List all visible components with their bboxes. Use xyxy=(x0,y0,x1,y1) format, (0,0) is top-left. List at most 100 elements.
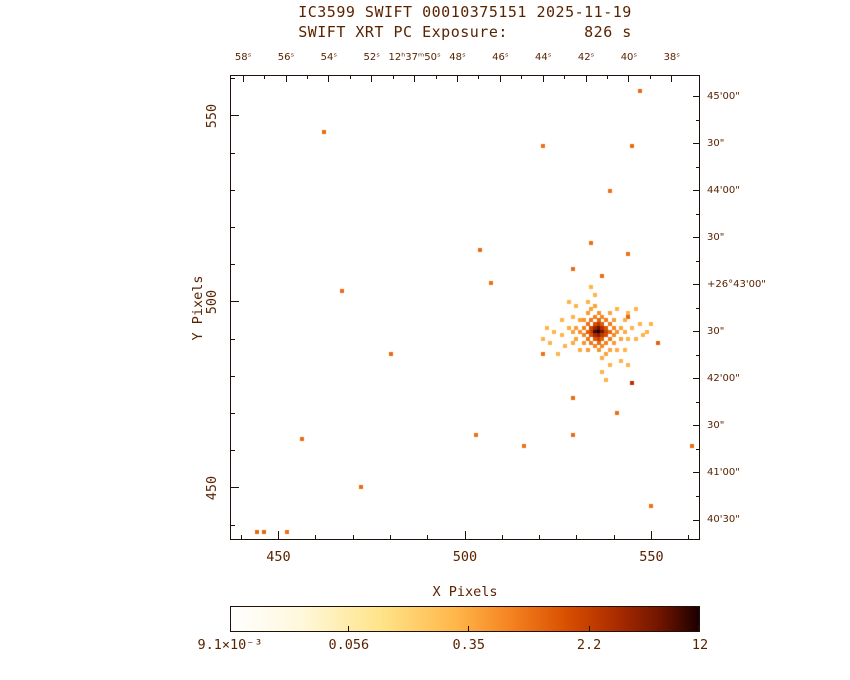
ra-axis-tick xyxy=(456,76,458,82)
plot-frame xyxy=(230,75,700,540)
dec-axis-minor-tick xyxy=(696,401,699,403)
y-axis-tick xyxy=(231,115,239,117)
y-axis-tick xyxy=(231,450,235,452)
ra-axis-tick xyxy=(499,76,501,82)
ra-axis-tick xyxy=(628,76,630,82)
dec-axis-tick xyxy=(693,331,699,333)
y-axis-tick xyxy=(231,413,235,415)
ra-tick-label: 46ˢ xyxy=(492,52,509,63)
dec-tick-label: 44'00" xyxy=(707,184,740,196)
y-tick-label: 550 xyxy=(204,103,220,129)
ra-axis-minor-tick xyxy=(521,76,523,79)
dec-axis-tick xyxy=(693,190,699,192)
x-axis-tick xyxy=(315,535,317,539)
dec-axis-tick xyxy=(693,143,699,145)
ra-axis-minor-tick xyxy=(349,76,351,79)
x-axis-tick xyxy=(352,535,354,539)
dec-axis-tick xyxy=(693,237,699,239)
colorbar-tick-label: 12 xyxy=(691,637,709,653)
y-axis-tick xyxy=(231,189,235,191)
dec-tick-label: 40'30" xyxy=(707,514,740,525)
dec-tick-label: 30" xyxy=(707,419,725,431)
dec-axis-minor-tick xyxy=(696,448,699,450)
ra-axis-tick xyxy=(371,76,373,82)
colorbar-tick xyxy=(697,626,699,631)
xrt-image-canvas xyxy=(231,76,699,539)
y-axis-tick xyxy=(231,487,239,489)
colorbar-tick-label: 0.35 xyxy=(452,637,485,653)
dec-axis-minor-tick xyxy=(696,213,699,215)
x-axis-tick xyxy=(277,531,279,539)
ra-axis-tick xyxy=(242,76,244,82)
ra-tick-label: 58ˢ xyxy=(234,52,252,63)
dec-axis-tick xyxy=(693,378,699,380)
x-axis-tick xyxy=(389,535,391,539)
x-axis-tick xyxy=(651,531,652,539)
ra-axis-minor-tick xyxy=(478,76,480,79)
x-axis-tick xyxy=(427,535,429,539)
ra-axis-minor-tick xyxy=(649,76,651,79)
dec-tick-label: +26°43'00" xyxy=(707,278,766,290)
x-axis-tick xyxy=(576,535,578,539)
y-tick-label: 500 xyxy=(204,289,220,315)
ra-axis-minor-tick xyxy=(607,76,608,79)
colorbar-tick-label: 9.1×10⁻³ xyxy=(197,637,263,653)
ra-tick-label: 12ʰ37ᵐ50ˢ xyxy=(388,52,441,63)
x-tick-label: 450 xyxy=(266,549,291,565)
dec-tick-label: 30" xyxy=(707,137,725,149)
x-axis-tick xyxy=(501,535,503,539)
ra-axis-tick xyxy=(585,76,587,82)
ra-tick-label: 52ˢ xyxy=(363,52,380,63)
x-tick-label: 550 xyxy=(639,549,664,565)
ra-axis-minor-tick xyxy=(392,76,394,79)
dec-tick-label: 45'00" xyxy=(707,90,740,102)
ra-tick-label: 38ˢ xyxy=(663,52,681,63)
ra-axis-tick xyxy=(285,76,287,82)
ra-axis-minor-tick xyxy=(564,76,566,79)
dec-axis-minor-tick xyxy=(696,307,699,309)
x-axis-tick xyxy=(688,535,690,539)
x-axis-tick xyxy=(539,535,541,539)
ra-tick-label: 44ˢ xyxy=(534,52,552,63)
x-axis-tick xyxy=(240,535,242,539)
dec-tick-label: 30" xyxy=(707,231,725,243)
ra-tick-label: 48ˢ xyxy=(449,52,466,63)
y-axis-tick xyxy=(231,264,235,266)
dec-tick-label: 30" xyxy=(707,325,725,337)
x-axis-tick xyxy=(613,535,615,539)
dec-axis-minor-tick xyxy=(696,354,699,356)
dec-axis-tick xyxy=(693,519,699,521)
y-axis-tick xyxy=(231,375,235,377)
y-axis-tick xyxy=(231,227,235,229)
x-axis-tick xyxy=(464,531,466,539)
y-axis-tick xyxy=(231,301,239,303)
plot-title: IC3599 SWIFT 00010375151 2025-11-19 xyxy=(298,3,632,21)
dec-tick-label: 42'00" xyxy=(707,372,740,384)
y-axis-tick xyxy=(231,338,235,340)
ra-axis-tick xyxy=(414,76,416,82)
x-axis-label: X Pixels xyxy=(432,584,498,600)
colorbar-tick xyxy=(468,626,470,631)
ra-axis-tick xyxy=(671,76,673,82)
ra-tick-label: 40ˢ xyxy=(620,52,638,63)
ra-tick-label: 54ˢ xyxy=(320,52,338,63)
colorbar-tick xyxy=(588,626,590,631)
ra-axis-minor-tick xyxy=(306,76,308,79)
y-axis-tick xyxy=(231,524,235,526)
ra-axis-minor-tick xyxy=(264,76,266,79)
dec-axis-tick xyxy=(693,284,699,286)
colorbar-tick xyxy=(229,626,231,631)
dec-tick-label: 41'00" xyxy=(707,466,740,478)
dec-axis-minor-tick xyxy=(696,260,699,262)
colorbar-tick-label: 2.2 xyxy=(576,637,602,653)
ra-tick-label: 56ˢ xyxy=(277,52,295,63)
colorbar-tick xyxy=(348,626,350,631)
colorbar xyxy=(230,606,700,632)
colorbar-tick-label: 0.056 xyxy=(328,637,370,653)
y-tick-label: 450 xyxy=(204,475,220,501)
ra-axis-tick xyxy=(328,76,330,82)
dec-axis-minor-tick xyxy=(696,166,699,168)
dec-axis-minor-tick xyxy=(696,495,699,497)
plot-subtitle: SWIFT XRT PC Exposure: 826 s xyxy=(298,23,632,41)
